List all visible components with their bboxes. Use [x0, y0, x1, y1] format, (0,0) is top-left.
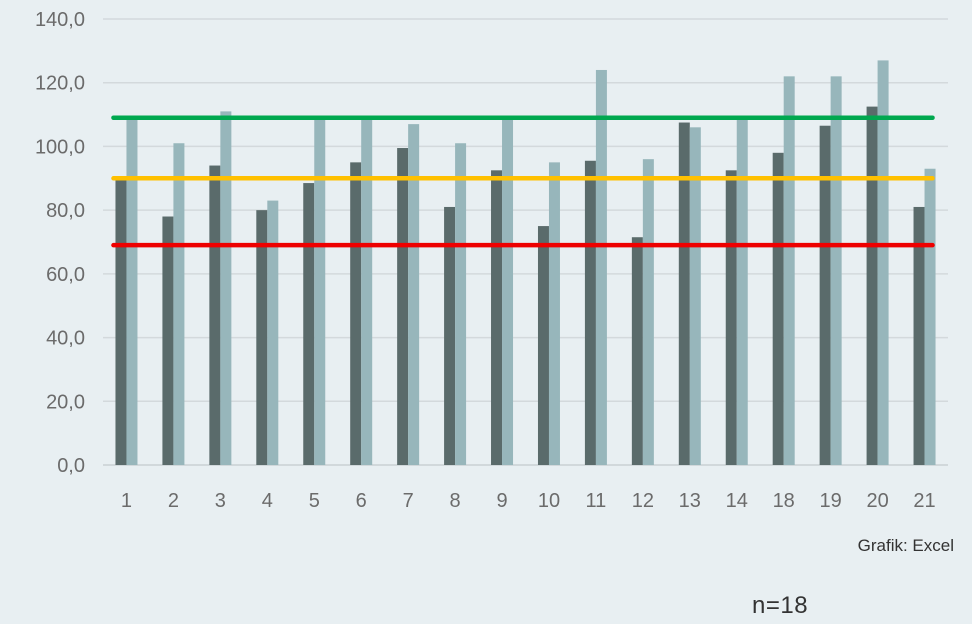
bar-series-1: [772, 152, 784, 466]
sample-size-note: n=18: [752, 592, 809, 619]
x-tick-label: 10: [538, 490, 560, 512]
x-tick-label: 13: [679, 490, 701, 512]
bar-series-1: [819, 125, 831, 465]
y-tick-label: 60,0: [46, 264, 85, 286]
x-tick-label: 21: [913, 490, 935, 512]
x-tick-label: 2: [168, 490, 179, 512]
x-tick-label: 6: [356, 490, 367, 512]
bar-series-1: [256, 210, 268, 465]
bar-series-1: [209, 165, 221, 466]
bar-series-1: [537, 226, 549, 465]
bar-series-1: [678, 122, 690, 466]
x-tick-label: 19: [820, 490, 842, 512]
bar-series-1: [866, 106, 878, 465]
bar-series-2: [689, 127, 701, 466]
x-tick-label: 18: [773, 490, 795, 512]
y-tick-label: 80,0: [46, 200, 85, 222]
bar-series-2: [220, 111, 232, 465]
bar-series-2: [408, 124, 420, 465]
bar-series-1: [303, 183, 315, 466]
y-tick-label: 20,0: [46, 391, 85, 413]
bar-series-1: [397, 148, 409, 465]
bar-series-2: [455, 143, 467, 465]
y-tick-label: 140,0: [35, 9, 85, 31]
bar-series-1: [913, 206, 925, 465]
x-tick-label: 1: [121, 490, 132, 512]
bar-series-1: [444, 206, 456, 465]
bar-series-2: [877, 60, 889, 466]
bar-series-1: [350, 162, 362, 465]
x-tick-label: 12: [632, 490, 654, 512]
x-tick-label: 7: [403, 490, 414, 512]
x-tick-label: 9: [496, 490, 507, 512]
bar-series-2: [830, 76, 842, 465]
bar-series-1: [725, 170, 737, 466]
bar-series-2: [361, 117, 373, 465]
x-tick-label: 4: [262, 490, 273, 512]
bar-series-2: [126, 117, 138, 465]
x-tick-label: 14: [726, 490, 748, 512]
bar-series-2: [736, 117, 748, 465]
x-tick-label: 11: [586, 490, 607, 512]
bar-series-2: [267, 200, 279, 466]
y-tick-label: 100,0: [35, 136, 85, 158]
bar-series-2: [924, 168, 936, 465]
y-tick-label: 120,0: [35, 73, 85, 95]
bar-series-1: [631, 237, 643, 465]
bar-series-2: [173, 143, 185, 465]
bar-series-1: [115, 178, 127, 466]
source-note: Grafik: Excel: [857, 536, 954, 555]
bar-series-2: [502, 117, 514, 465]
x-tick-label: 8: [450, 490, 461, 512]
bar-series-1: [584, 160, 596, 465]
bar-series-2: [314, 117, 326, 465]
x-tick-label: 20: [866, 490, 888, 512]
bar-series-1: [162, 216, 174, 465]
bar-series-2: [595, 69, 607, 465]
x-tick-label: 3: [215, 490, 226, 512]
bar-series-2: [642, 159, 654, 465]
y-tick-label: 0,0: [57, 455, 85, 477]
bar-series-2: [548, 162, 560, 465]
x-tick-label: 5: [309, 490, 320, 512]
y-tick-label: 40,0: [46, 328, 85, 350]
bar-series-1: [491, 170, 503, 466]
bar-series-2: [783, 76, 795, 465]
